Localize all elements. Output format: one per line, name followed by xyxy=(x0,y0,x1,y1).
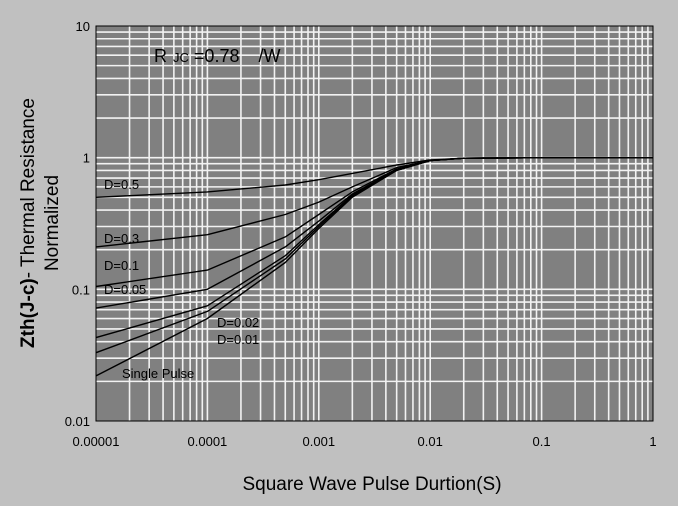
curve-label: D=0.05 xyxy=(104,282,146,297)
y-tick-label: 0.1 xyxy=(72,282,90,297)
curve-label: D=0.5 xyxy=(104,177,139,192)
series-line-single-pulse xyxy=(95,156,653,377)
x-axis-title: Square Wave Pulse Durtion(S) xyxy=(242,474,501,495)
series-layer xyxy=(95,156,653,377)
x-tick-label: 0.00001 xyxy=(73,434,120,449)
y-tick-label: 1 xyxy=(83,151,90,166)
grid-lines xyxy=(96,26,653,421)
curve-label: D=0.1 xyxy=(104,258,139,273)
y-tick-label: 10 xyxy=(76,19,90,34)
x-tick-label: 0.01 xyxy=(418,434,443,449)
curve-label: Single Pulse xyxy=(122,366,194,381)
x-tick-label: 1 xyxy=(649,434,656,449)
tick-labels: 0.00001 0.0001 0.001 0.01 0.1 1 0.01 0.1 1 10 xyxy=(65,19,657,449)
curve-label: D=0.01 xyxy=(217,332,259,347)
curve-label: D=0.02 xyxy=(217,315,259,330)
x-tick-label: 0.001 xyxy=(303,434,336,449)
curve-labels: D=0.5 D=0.3 D=0.1 D=0.05 D=0.02 D=0.01 Single … xyxy=(104,177,259,381)
x-tick-label: 0.1 xyxy=(533,434,551,449)
curve-label: D=0.3 xyxy=(104,231,139,246)
plot-area xyxy=(96,26,653,421)
y-tick-label: 0.01 xyxy=(65,414,90,429)
y-axis-title-line1: Zth(J-c)- Thermal Resistance xyxy=(18,98,39,348)
plot-border xyxy=(95,25,654,422)
x-tick-label: 0.0001 xyxy=(188,434,228,449)
rjc-annotation: R JC =0.78 /W xyxy=(154,46,280,66)
y-axis-title-line2: Normalized xyxy=(42,175,63,271)
